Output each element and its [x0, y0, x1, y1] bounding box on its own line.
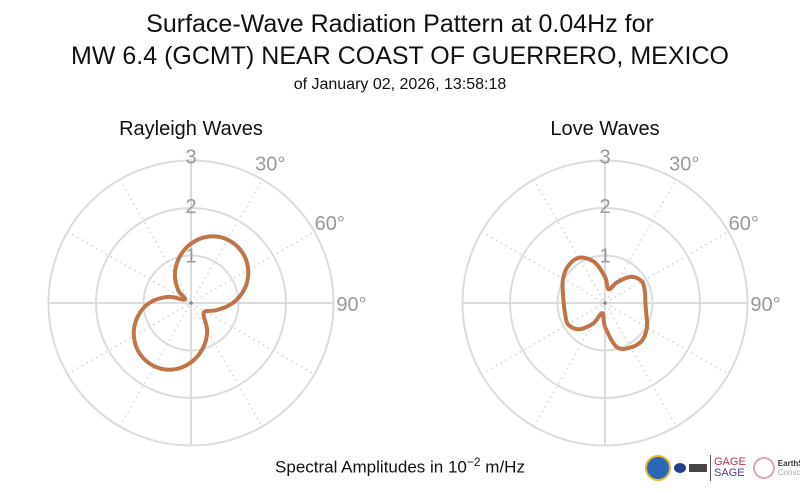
- footer-prefix: Spectral Amplitudes in 10: [275, 457, 467, 477]
- love-pattern-line: [560, 255, 650, 351]
- rayleigh-angle-tick-30: 30°: [255, 153, 285, 175]
- rayleigh-angle-tick-60: 60°: [315, 213, 345, 235]
- rayleigh-title: Rayleigh Waves: [119, 118, 263, 140]
- rayleigh-r-tick-1: 1: [185, 246, 196, 268]
- chart-title-line1: Surface-Wave Radiation Pattern at 0.04Hz…: [146, 10, 654, 38]
- earthscope-text: EarthScope: [777, 459, 800, 468]
- rayleigh-pattern-line: [131, 234, 251, 372]
- love-angle-tick-60: 60°: [729, 213, 759, 235]
- love-r-tick-2: 2: [599, 196, 610, 218]
- love-r-tick-1: 1: [599, 246, 610, 268]
- love-angle-tick-90: 90°: [750, 294, 780, 316]
- footer-exponent: −2: [466, 455, 481, 469]
- love-angle-tick-30: 30°: [669, 153, 699, 175]
- love-ring-3: [461, 159, 749, 447]
- nasa-logo: [674, 463, 686, 473]
- sage-logo-text: SAGE: [714, 467, 745, 479]
- footer-suffix: m/Hz: [480, 457, 525, 477]
- rayleigh-ring-1: [142, 254, 240, 352]
- love-ring-2: [509, 207, 701, 399]
- nsf-logo: [645, 455, 671, 481]
- logos: GAGE SAGE EarthScope Consortium: [645, 455, 800, 481]
- rayleigh-origin: [189, 301, 193, 305]
- rayleigh-r-tick-3: 3: [185, 147, 196, 169]
- rayleigh-ring-2: [95, 207, 287, 399]
- consortium-text: Consortium: [777, 468, 800, 477]
- earthscope-logo: [752, 457, 775, 479]
- rayleigh-ring-3: [47, 159, 335, 447]
- love-ring-1: [556, 254, 654, 352]
- chart-title-line2: MW 6.4 (GCMT) NEAR COAST OF GUERRERO, ME…: [71, 42, 729, 70]
- rayleigh-r-tick-2: 2: [185, 196, 196, 218]
- chart-subtitle: of January 02, 2026, 13:58:18: [293, 76, 507, 93]
- rayleigh-angle-tick-90: 90°: [336, 294, 366, 316]
- love-origin: [603, 301, 607, 305]
- footer-units: Spectral Amplitudes in 10−2 m/Hz: [0, 455, 800, 478]
- love-r-tick-3: 3: [599, 147, 610, 169]
- love-title: Love Waves: [550, 118, 660, 140]
- usgs-logo: [689, 464, 707, 472]
- gage-logo-text: GAGE: [714, 456, 746, 468]
